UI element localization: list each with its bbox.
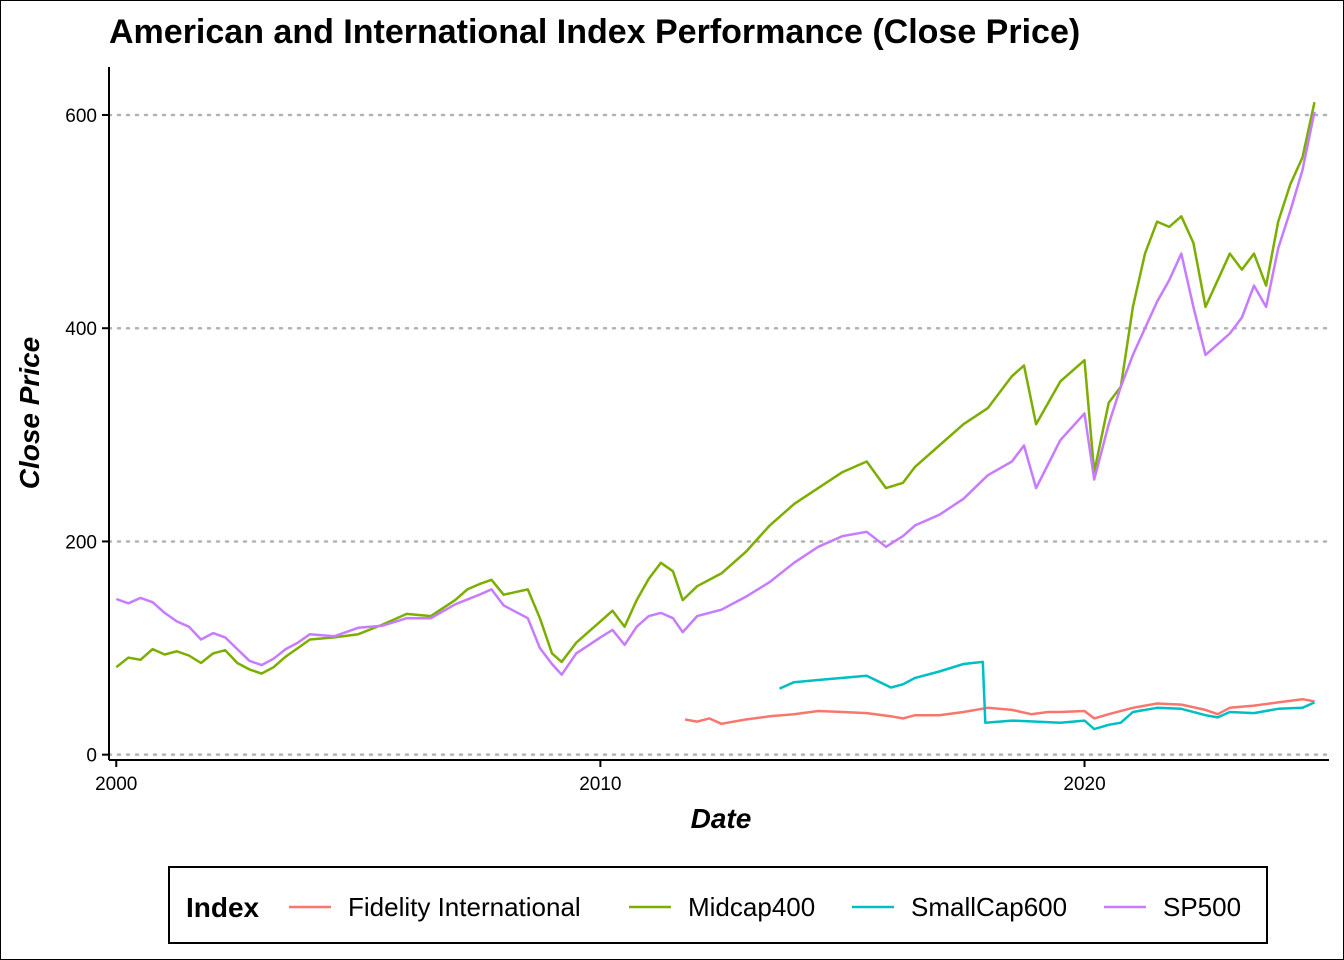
series-line-sp500 bbox=[115, 111, 1316, 676]
y-tick-label: 600 bbox=[65, 106, 97, 127]
series-layer bbox=[115, 101, 1316, 731]
x-tick-label: 2010 bbox=[579, 774, 621, 795]
legend-title: Index bbox=[186, 892, 260, 923]
x-tick-label: 2020 bbox=[1063, 774, 1105, 795]
y-tick-label: 200 bbox=[65, 532, 97, 553]
legend-label-fidelity-international: Fidelity International bbox=[348, 892, 581, 922]
legend: Index Fidelity International Midcap400 Sma… bbox=[168, 866, 1268, 944]
legend-label-sp500: SP500 bbox=[1163, 892, 1241, 922]
y-axis-title: Close Price bbox=[14, 337, 45, 490]
chart-title: American and International Index Perform… bbox=[109, 13, 1080, 51]
y-tick-label: 0 bbox=[86, 746, 97, 767]
legend-label-smallcap600: SmallCap600 bbox=[911, 892, 1067, 922]
series-line-smallcap600 bbox=[778, 660, 1316, 731]
grid-lines bbox=[107, 113, 1331, 756]
legend-label-midcap400: Midcap400 bbox=[688, 892, 815, 922]
legend-box bbox=[168, 866, 1268, 944]
series-line-fidelity-international bbox=[684, 697, 1315, 726]
y-axis-ticks: 0 200 400 600 bbox=[65, 106, 109, 767]
x-axis-ticks: 2000 2010 2020 bbox=[95, 760, 1106, 795]
series-line-midcap400 bbox=[115, 101, 1316, 675]
y-tick-label: 400 bbox=[65, 319, 97, 340]
x-axis-title: Date bbox=[691, 803, 752, 834]
legend-items: Fidelity International Midcap400 SmallCap6… bbox=[289, 892, 1241, 922]
x-tick-label: 2000 bbox=[95, 774, 137, 795]
